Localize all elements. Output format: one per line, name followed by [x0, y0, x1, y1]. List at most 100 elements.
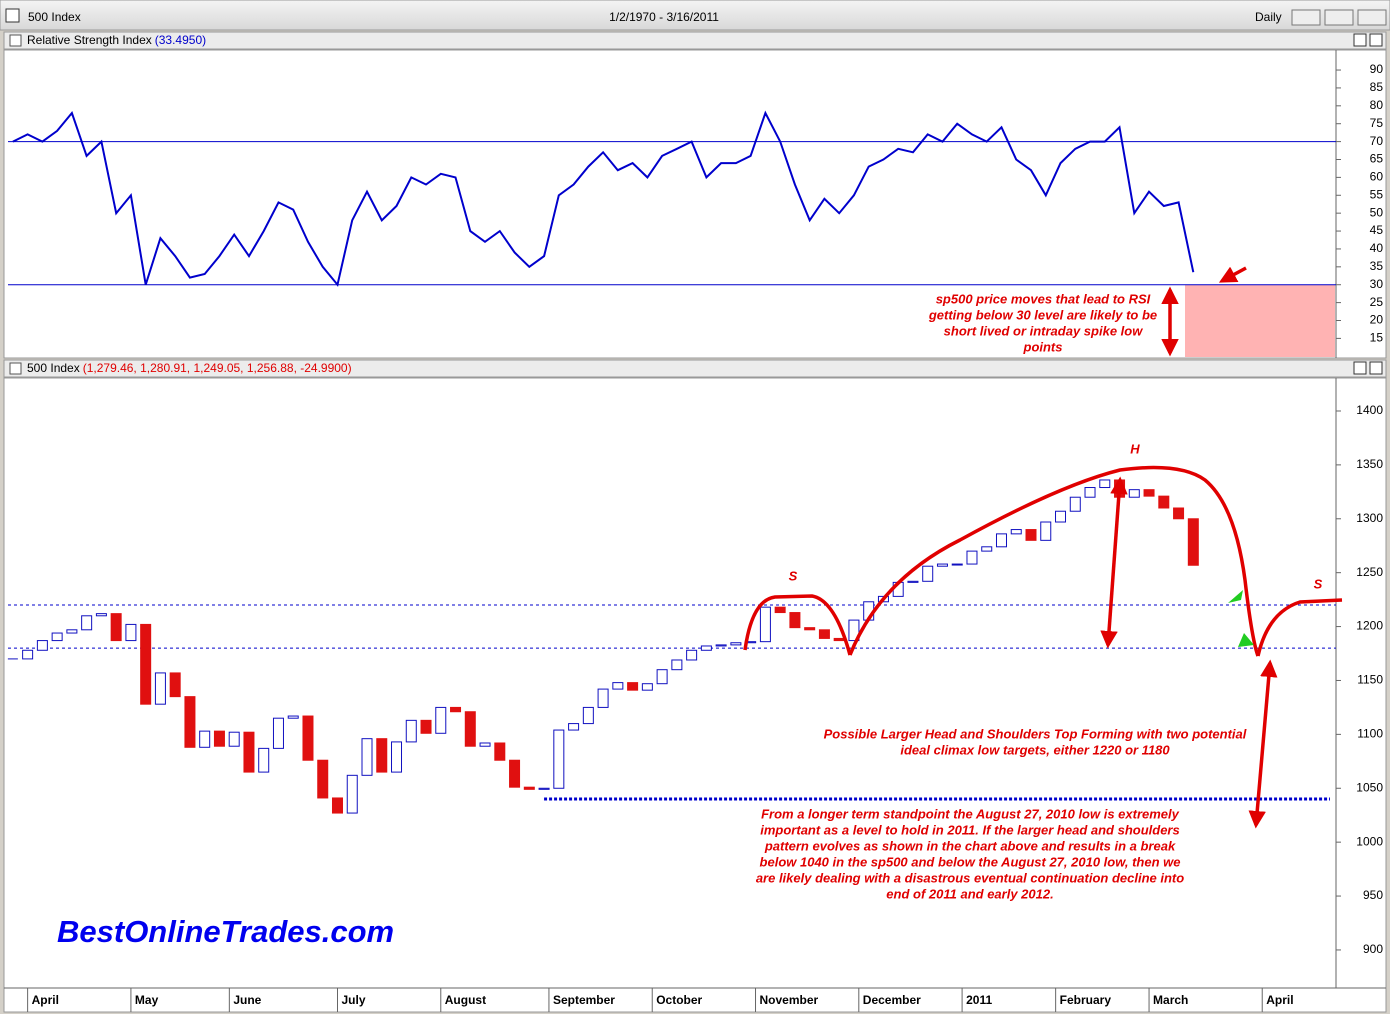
y-tick-label: 15: [1370, 331, 1384, 345]
candle: [376, 738, 388, 773]
rsi-header: [3, 31, 1387, 50]
candle: [140, 623, 152, 705]
price-header: [3, 359, 1387, 378]
candle: [81, 615, 93, 631]
y-tick-label: 1350: [1356, 457, 1383, 471]
candle: [420, 719, 432, 734]
maximize-button[interactable]: [1324, 9, 1354, 26]
candle: [538, 787, 550, 790]
candle: [213, 730, 225, 747]
candle: [317, 759, 329, 799]
candle: [435, 706, 447, 734]
candle: [1069, 496, 1081, 512]
candle: [228, 731, 240, 747]
annotation: important as a level to hold in 2011. If…: [760, 822, 1179, 837]
y-tick-label: 90: [1370, 62, 1384, 76]
candle: [243, 731, 255, 773]
left-shoulder: [743, 594, 852, 656]
annotation: end of 2011 and early 2012.: [886, 886, 1053, 901]
annotation: ideal climax low targets, either 1220 or…: [900, 742, 1170, 757]
candle: [51, 632, 63, 642]
candle: [287, 715, 299, 719]
annotation: short lived or intraday spike low: [944, 323, 1144, 338]
candle: [981, 546, 993, 552]
right-shoulder: [1256, 598, 1343, 657]
candle: [1128, 489, 1140, 498]
rsi-panel: [3, 49, 1387, 359]
panel-icon: [9, 34, 22, 47]
x-tick-label: April: [1266, 993, 1293, 1007]
y-tick-label: 1000: [1356, 834, 1383, 848]
arrow: [1248, 659, 1278, 829]
candle: [184, 696, 196, 748]
annotation: are likely dealing with a disastrous eve…: [756, 870, 1184, 885]
app-icon: [5, 8, 20, 23]
candle: [582, 706, 594, 725]
candle: [1055, 510, 1067, 523]
candle: [1040, 521, 1052, 541]
annotation: From a longer term standpoint the August…: [761, 806, 1180, 821]
candle: [22, 649, 34, 660]
panel-values: (1,279.46, 1,280.91, 1,249.05, 1,256.88,…: [83, 361, 352, 375]
pattern-label: S: [1314, 576, 1323, 591]
candle: [494, 742, 506, 761]
candle: [405, 719, 417, 743]
x-tick-label: July: [341, 993, 365, 1007]
arrow: [1100, 476, 1128, 649]
candle: [715, 644, 727, 647]
candle: [199, 730, 211, 748]
y-tick-label: 1250: [1356, 565, 1383, 579]
candle: [66, 629, 78, 634]
candle: [331, 797, 343, 814]
candle: [789, 612, 801, 629]
candle: [907, 580, 919, 583]
candle: [450, 706, 462, 713]
candle: [95, 613, 107, 617]
y-tick-label: 50: [1370, 205, 1384, 219]
candle: [966, 550, 978, 565]
candle: [464, 711, 476, 747]
y-tick-label: 80: [1370, 98, 1384, 112]
annotation: getting below 30 level are likely to be: [928, 307, 1157, 322]
x-tick-label: February: [1060, 993, 1112, 1007]
window-title: 500 Index: [28, 10, 81, 24]
y-tick-label: 75: [1370, 116, 1384, 130]
y-tick-label: 35: [1370, 259, 1384, 273]
candle: [818, 629, 830, 639]
rsi-line: [12, 110, 1195, 287]
candle: [553, 729, 565, 789]
candle: [1099, 479, 1111, 489]
candle: [169, 672, 181, 698]
candle: [612, 682, 624, 690]
candle: [272, 717, 284, 749]
x-tick-label: 2011: [966, 993, 992, 1007]
candle: [627, 682, 639, 691]
candle: [936, 563, 948, 567]
candle: [641, 683, 653, 691]
candle: [1158, 495, 1170, 509]
candle: [1143, 489, 1155, 497]
y-tick-label: 1300: [1356, 511, 1383, 525]
date-range: 1/2/1970 - 3/16/2011: [609, 10, 719, 24]
green-arrow: [1228, 590, 1243, 603]
minimize-button[interactable]: [1291, 9, 1321, 26]
candle: [110, 613, 122, 642]
y-tick-label: 65: [1370, 152, 1384, 166]
close-button[interactable]: [1357, 9, 1387, 26]
x-tick-label: August: [445, 993, 486, 1007]
x-tick-label: September: [553, 993, 615, 1007]
panel-restore[interactable]: [1353, 361, 1367, 375]
x-tick-label: December: [863, 993, 921, 1007]
annotation: below 1040 in the sp500 and below the Au…: [760, 854, 1181, 869]
panel-close[interactable]: [1369, 33, 1383, 47]
candle: [361, 738, 373, 776]
green-arrow: [1238, 633, 1254, 647]
y-tick-label: 55: [1370, 187, 1384, 201]
candle: [1010, 529, 1022, 535]
panel-close[interactable]: [1369, 361, 1383, 375]
candle: [804, 627, 816, 631]
y-tick-label: 45: [1370, 223, 1384, 237]
panel-restore[interactable]: [1353, 33, 1367, 47]
